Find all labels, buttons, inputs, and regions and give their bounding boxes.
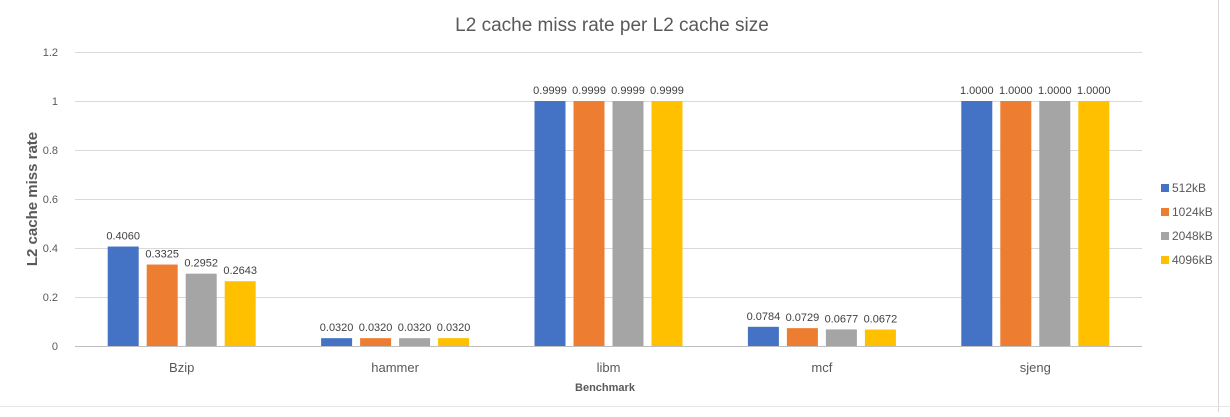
legend-swatch: [1161, 232, 1169, 240]
bar-2048kb-libm: [612, 101, 644, 346]
x-axis-ticks: Bzip hammer libm mcf sjeng: [169, 360, 1051, 375]
legend-label: 2048kB: [1172, 229, 1213, 243]
y-tick-label: 0.8: [43, 145, 58, 157]
bar-4096kb-hammer: [438, 338, 470, 346]
bar-4096kb-bzip: [224, 281, 256, 346]
y-tick-label: 0.4: [43, 243, 58, 255]
data-label: 0.0320: [398, 322, 432, 334]
legend-swatch: [1161, 184, 1169, 192]
y-tick-label: 1: [52, 96, 58, 108]
x-tick-label: Bzip: [169, 360, 194, 375]
bar-512kb-mcf: [747, 326, 779, 346]
bar-2048kb-sjeng: [1039, 101, 1071, 346]
y-tick-label: 0: [52, 341, 58, 353]
legend-label: 512kB: [1172, 181, 1206, 195]
legend-label: 1024kB: [1172, 205, 1213, 219]
data-label: 0.9999: [533, 85, 567, 97]
chart-border-bottom: [0, 406, 1230, 407]
bar-512kb-libm: [534, 101, 566, 346]
bar-512kb-hammer: [321, 338, 353, 346]
x-tick-label: sjeng: [1020, 360, 1051, 375]
data-label: 0.0320: [320, 322, 354, 334]
data-label: 0.9999: [572, 85, 606, 97]
bar-4096kb-mcf: [864, 329, 896, 346]
data-label: 0.9999: [611, 85, 645, 97]
y-tick-label: 0.6: [43, 194, 58, 206]
bar-1024kb-sjeng: [1000, 101, 1032, 346]
data-label: 0.0677: [825, 313, 859, 325]
data-label: 0.4060: [106, 231, 140, 243]
bar-4096kb-libm: [651, 101, 683, 346]
data-label: 0.0784: [747, 311, 781, 323]
legend-swatch: [1161, 256, 1169, 264]
legend-swatch: [1161, 208, 1169, 216]
bar-512kb-bzip: [107, 246, 139, 346]
bar-2048kb-mcf: [825, 329, 857, 346]
data-label: 0.0729: [786, 312, 820, 324]
legend-label: 4096kB: [1172, 253, 1213, 267]
bar-2048kb-hammer: [399, 338, 431, 346]
bars: [107, 101, 1110, 346]
bar-4096kb-sjeng: [1078, 101, 1110, 346]
data-label: 1.0000: [999, 85, 1033, 97]
data-label: 0.2643: [223, 265, 257, 277]
bar-1024kb-hammer: [360, 338, 392, 346]
x-tick-label: hammer: [371, 360, 419, 375]
x-tick-label: libm: [597, 360, 621, 375]
bar-2048kb-bzip: [185, 273, 217, 346]
x-tick-label: mcf: [811, 360, 832, 375]
data-label: 1.0000: [960, 85, 994, 97]
bar-1024kb-libm: [573, 101, 605, 346]
y-axis-label: L2 cache miss rate: [24, 132, 41, 266]
data-labels: 0.4060 0.3325 0.2952 0.2643 0.0320 0.0320 0.03…: [106, 85, 1110, 334]
chart-title: L2 cache miss rate per L2 cache size: [455, 15, 769, 36]
data-label: 1.0000: [1077, 85, 1111, 97]
y-axis-ticks: 0 0.2 0.4 0.6 0.8 1 1.2: [43, 47, 58, 353]
data-label: 1.0000: [1038, 85, 1072, 97]
y-tick-label: 1.2: [43, 47, 58, 59]
bar-1024kb-mcf: [786, 328, 818, 346]
data-label: 0.3325: [145, 249, 179, 261]
chart-border-right: [1218, 0, 1219, 412]
bar-1024kb-bzip: [146, 264, 178, 346]
legend: 512kB 1024kB 2048kB 4096kB: [1161, 181, 1213, 267]
data-label: 0.2952: [184, 258, 218, 270]
y-tick-label: 0.2: [43, 292, 58, 304]
bar-512kb-sjeng: [961, 101, 993, 346]
data-label: 0.0672: [864, 314, 898, 326]
x-axis-label: Benchmark: [575, 382, 636, 394]
data-label: 0.9999: [650, 85, 684, 97]
data-label: 0.0320: [359, 322, 393, 334]
data-label: 0.0320: [437, 322, 471, 334]
